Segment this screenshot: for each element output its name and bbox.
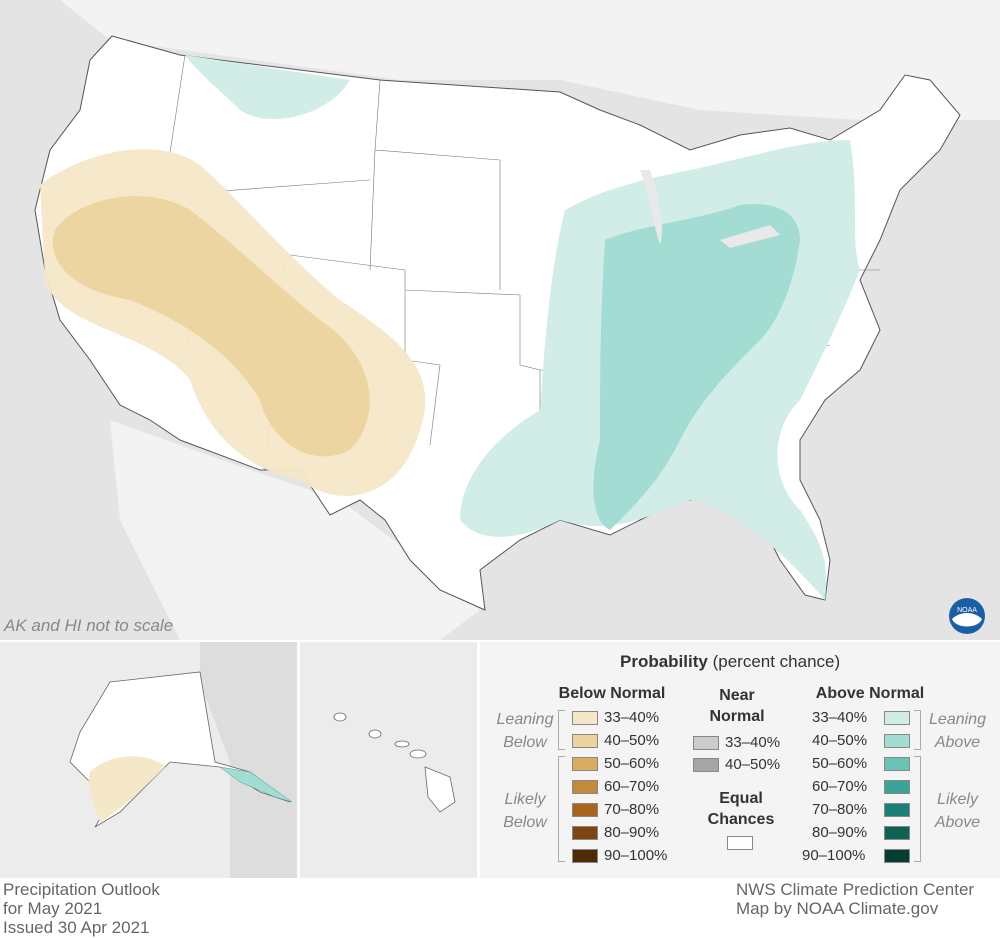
below-60-70-label: 60–70% [604, 778, 660, 795]
legend: Probability (percent chance) Below Norma… [480, 642, 1000, 878]
below-50-60-label: 50–60% [604, 755, 660, 772]
likely-below-bracket [558, 756, 565, 862]
outlook-caption: Precipitation Outlook for May 2021 Issue… [3, 880, 160, 937]
caption-line-3: Issued 30 Apr 2021 [3, 918, 150, 937]
likely-below-label: Likely Below [503, 791, 547, 831]
near-33-40-label: 33–40% [725, 734, 781, 751]
above-normal-header: Above Normal [815, 685, 925, 702]
below-90-100-swatch [572, 849, 598, 863]
hawaii-map-svg [333, 712, 456, 813]
legend-title-rest: (percent chance) [707, 652, 841, 671]
above-normal-leaning-region-north [185, 55, 350, 119]
below-normal-header: Below Normal [558, 685, 666, 702]
alaska-below-normal-region [88, 756, 165, 822]
above-40-50-label: 40–50% [812, 732, 868, 749]
above-60-70-label: 60–70% [812, 778, 868, 795]
leaning-above-label: Leaning Above [929, 711, 986, 751]
caption-line-1: Precipitation Outlook [3, 880, 160, 899]
below-80-90-swatch [572, 826, 598, 840]
near-40-50-swatch [693, 758, 719, 772]
below-70-80-label: 70–80% [604, 801, 660, 818]
caption-line-2: for May 2021 [3, 899, 103, 918]
alaska-above-normal-region [219, 766, 293, 803]
below-80-90-label: 80–90% [604, 824, 660, 841]
equal-chances-swatch [727, 836, 753, 850]
above-80-90-swatch [884, 826, 910, 840]
below-40-50-swatch [572, 734, 598, 748]
above-50-60-swatch [884, 757, 910, 771]
above-normal-40-50-region [593, 204, 800, 530]
below-33-40-label: 33–40% [604, 709, 660, 726]
alaska-inset [0, 642, 297, 878]
above-40-50-swatch [884, 734, 910, 748]
above-70-80-label: 70–80% [812, 801, 868, 818]
likely-above-bracket [914, 756, 921, 862]
hawaii-inset [300, 642, 477, 878]
canada-land [60, 0, 1000, 120]
lake-erie [720, 225, 780, 248]
conus-map [0, 0, 1000, 640]
below-50-60-swatch [572, 757, 598, 771]
noaa-logo: NOAA [948, 597, 986, 640]
near-40-50-label: 40–50% [725, 756, 781, 773]
leaning-below-label: Leaning Below [496, 711, 554, 751]
below-normal-40-50-region [52, 196, 370, 457]
above-90-100-swatch [884, 849, 910, 863]
above-90-100-label: 90–100% [802, 847, 866, 864]
above-33-40-swatch [884, 711, 910, 725]
near-33-40-swatch [693, 736, 719, 750]
lake-michigan [640, 170, 662, 245]
likely-above-label: Likely Above [934, 791, 981, 831]
hawaii-islands [333, 712, 456, 813]
mexico-land [110, 420, 480, 640]
legend-title-bold: Probability [620, 652, 708, 671]
near-normal-header: Near Normal [709, 687, 765, 725]
above-60-70-swatch [884, 780, 910, 794]
above-80-90-label: 80–90% [812, 824, 868, 841]
above-50-60-label: 50–60% [812, 755, 868, 772]
credits: NWS Climate Prediction Center Map by NOA… [736, 880, 974, 918]
alaska-map-svg [69, 642, 297, 878]
below-33-40-swatch [572, 711, 598, 725]
above-70-80-swatch [884, 803, 910, 817]
credit-line-2: Map by NOAA Climate.gov [736, 899, 939, 918]
conus-map-svg [34, 0, 1000, 640]
below-70-80-swatch [572, 803, 598, 817]
credit-line-1: NWS Climate Prediction Center [736, 880, 975, 899]
equal-chances-label: Equal Chances [707, 790, 775, 828]
legend-title: Probability (percent chance) [620, 652, 840, 672]
below-90-100-label: 90–100% [604, 847, 668, 864]
above-33-40-label: 33–40% [812, 709, 868, 726]
scale-note: AK and HI not to scale [4, 616, 174, 635]
below-40-50-label: 40–50% [604, 732, 660, 749]
leaning-below-bracket [558, 710, 565, 750]
below-60-70-swatch [572, 780, 598, 794]
leaning-above-bracket [914, 710, 921, 750]
noaa-logo-text: NOAA [957, 607, 977, 614]
